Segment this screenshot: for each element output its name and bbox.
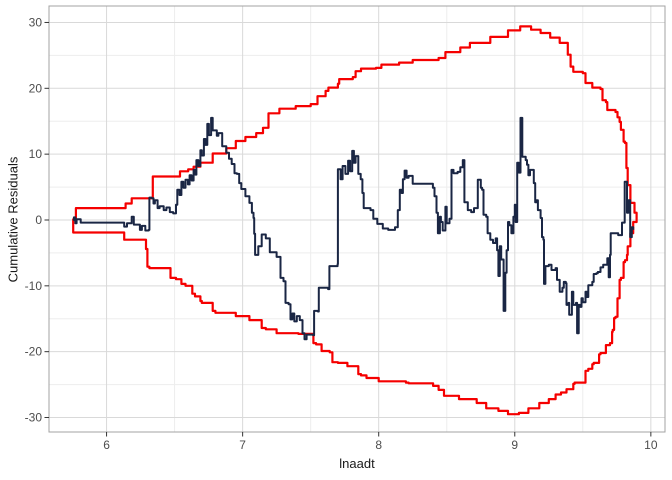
x-tick-label: 10: [644, 438, 658, 452]
y-tick-label: 10: [29, 147, 43, 161]
panel-background: [49, 6, 665, 432]
x-tick-label: 6: [103, 438, 110, 452]
y-tick-label: -10: [25, 279, 43, 293]
confidence-envelope-line: [72, 25, 638, 416]
x-tick-label: 8: [375, 438, 382, 452]
y-tick-label: 30: [29, 15, 43, 29]
y-axis-title: Cumulative Residuals: [5, 156, 21, 283]
y-tick-label: -20: [25, 345, 43, 359]
x-tick-label: 7: [239, 438, 246, 452]
x-tick-label: 9: [511, 438, 518, 452]
x-axis-title: lnaadt: [339, 456, 375, 471]
y-tick-label: -30: [25, 411, 43, 425]
y-tick-label: 20: [29, 81, 43, 95]
y-tick-label: 0: [35, 213, 42, 227]
panel-border: [48, 5, 666, 433]
cumulative-residuals-line: [72, 116, 635, 341]
